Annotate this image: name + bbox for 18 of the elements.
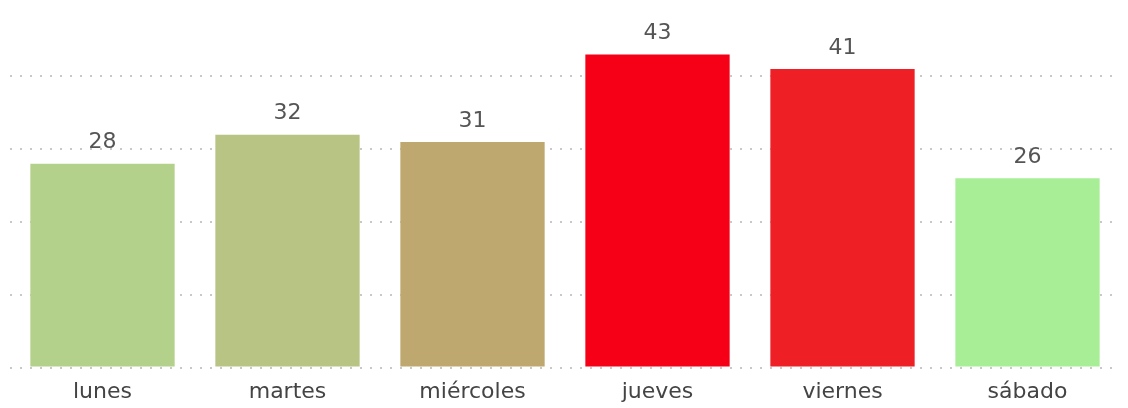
bar xyxy=(30,163,175,367)
bar xyxy=(585,54,730,367)
data-label: 41 xyxy=(828,33,857,59)
data-label: 28 xyxy=(88,128,117,154)
bar xyxy=(955,178,1100,367)
x-tick-label: viernes xyxy=(802,377,883,403)
bar xyxy=(215,134,360,367)
data-label: 31 xyxy=(458,106,487,132)
x-tick-label: jueves xyxy=(620,377,694,403)
bar xyxy=(400,141,545,367)
data-label: 26 xyxy=(1013,143,1042,169)
x-tick-label: sábado xyxy=(987,377,1068,403)
x-tick-label: miércoles xyxy=(419,377,526,403)
data-label: 32 xyxy=(273,99,302,125)
x-tick-label: martes xyxy=(248,377,327,403)
x-tick-label: lunes xyxy=(73,377,132,403)
data-label: 43 xyxy=(643,19,672,45)
bar xyxy=(770,69,915,367)
